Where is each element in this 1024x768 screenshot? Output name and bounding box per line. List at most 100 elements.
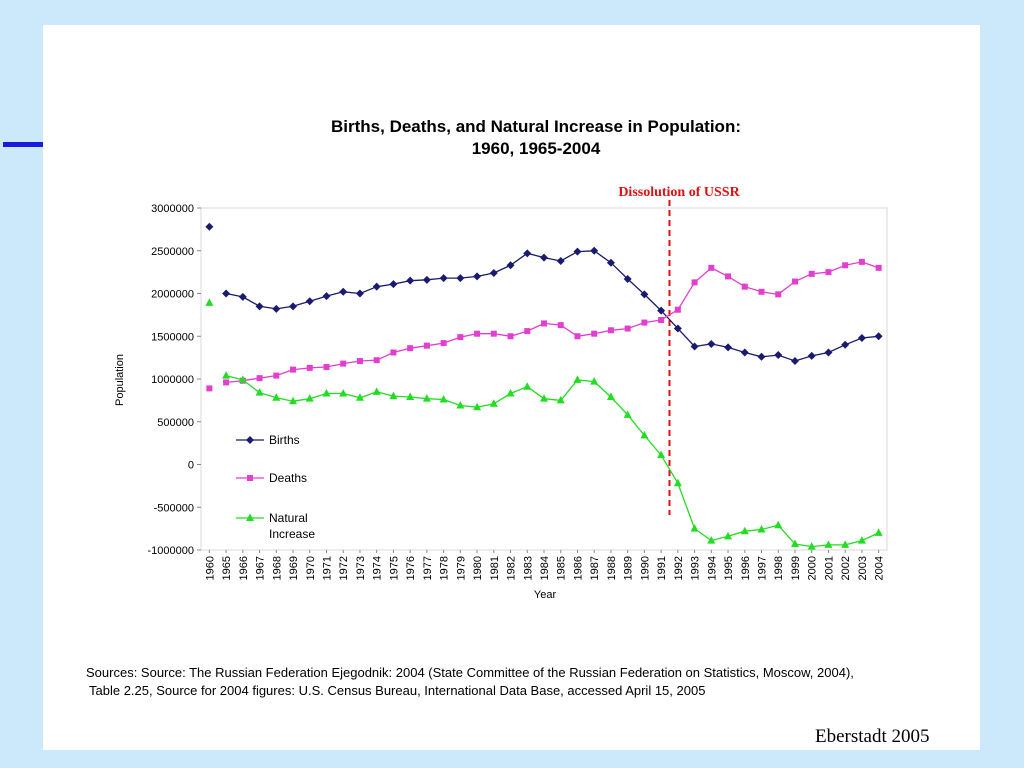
natural-increase-point <box>489 399 498 407</box>
legend-births-marker <box>246 436 254 444</box>
deaths-point <box>691 279 698 286</box>
x-tick-label: 1967 <box>255 556 267 580</box>
births-point <box>857 333 866 342</box>
deaths-point <box>457 334 464 341</box>
births-point <box>790 357 799 366</box>
x-tick-label: 1993 <box>690 556 702 580</box>
deaths-point <box>808 270 815 277</box>
x-tick-label: 1969 <box>288 556 300 580</box>
deaths-point <box>256 375 263 382</box>
legend-natural-increase-marker <box>246 513 254 521</box>
x-tick-label: 1971 <box>321 556 333 580</box>
natural-increase-point <box>339 389 348 397</box>
births-point <box>590 246 599 255</box>
x-tick-label: 1988 <box>606 556 618 580</box>
natural-increase-point <box>355 393 364 401</box>
natural-increase-point <box>673 478 682 487</box>
deaths-point <box>641 319 648 326</box>
deaths-point <box>440 340 447 347</box>
natural-increase-point <box>305 394 314 402</box>
x-tick-label: 1976 <box>405 556 417 580</box>
births-point <box>289 302 298 311</box>
accent-bar <box>3 142 43 147</box>
x-tick-label: 1972 <box>338 556 350 580</box>
annotation-label: Dissolution of USSR <box>618 185 740 200</box>
births-point <box>355 289 364 298</box>
births-point <box>473 272 482 281</box>
deaths-point <box>541 320 547 327</box>
x-tick-label: 1975 <box>388 556 400 580</box>
deaths-point <box>674 306 681 313</box>
natural-increase-point <box>473 402 482 411</box>
deaths-line <box>226 261 879 384</box>
x-tick-label: 1970 <box>305 556 317 580</box>
natural-increase-point <box>790 539 799 548</box>
deaths-point <box>407 345 414 352</box>
natural-increase-point <box>690 524 699 532</box>
deaths-point <box>490 330 497 337</box>
births-point <box>372 282 381 291</box>
natural-increase-point <box>238 375 247 383</box>
deaths-point <box>658 317 665 324</box>
x-tick-label: 1994 <box>706 556 718 580</box>
natural-increase-point <box>657 450 666 459</box>
natural-increase-point <box>573 375 582 383</box>
deaths-point <box>340 360 347 367</box>
births-point <box>322 292 331 301</box>
births-point <box>673 324 682 333</box>
deaths-point <box>791 278 798 285</box>
x-tick-label: 1987 <box>589 556 601 580</box>
x-tick-label: 1978 <box>439 556 451 580</box>
deaths-point <box>741 283 748 290</box>
natural-increase-point <box>556 395 565 404</box>
births-point <box>523 249 532 258</box>
deaths-point <box>323 364 330 371</box>
x-tick-label: 1981 <box>489 556 501 580</box>
deaths-point <box>206 385 213 392</box>
births-line <box>225 250 879 362</box>
x-tick-label: 1968 <box>271 556 283 580</box>
natural-increase-point <box>372 387 381 395</box>
natural-increase-point <box>807 542 816 550</box>
births-point <box>406 276 415 285</box>
y-axis-label: Population <box>114 354 126 406</box>
x-tick-label: 1999 <box>790 556 802 580</box>
deaths-point <box>591 330 598 337</box>
chart-title: Births, Deaths, and Natural Increase in … <box>331 117 741 136</box>
natural-increase-point <box>322 389 331 397</box>
y-tick-label: -500000 <box>154 502 194 514</box>
births-point <box>774 351 783 360</box>
deaths-point <box>842 262 849 269</box>
births-point <box>339 287 348 296</box>
x-tick-label: 2004 <box>874 556 886 580</box>
deaths-point <box>858 258 865 265</box>
births-point <box>272 304 281 313</box>
births-point <box>439 274 448 283</box>
x-tick-label: 2003 <box>857 556 869 580</box>
x-tick-label: 1984 <box>539 556 551 580</box>
births-point <box>707 339 716 348</box>
legend-deaths-label: Deaths <box>269 471 307 485</box>
births-point <box>238 292 247 301</box>
deaths-point <box>373 357 380 364</box>
natural-increase-point <box>606 392 615 400</box>
y-tick-label: 1500000 <box>151 331 194 343</box>
x-tick-label: 1990 <box>639 556 651 580</box>
births-point <box>724 343 733 352</box>
births-point <box>573 247 582 256</box>
legend-births-label: Births <box>269 433 300 447</box>
births-point <box>389 280 398 289</box>
x-tick-label: 1991 <box>656 556 668 580</box>
births-point <box>540 253 548 262</box>
births-point <box>556 257 565 266</box>
sources-note: Sources: Source: The Russian Federation … <box>86 664 966 700</box>
legend-deaths-marker <box>247 475 253 481</box>
births-point <box>456 274 465 283</box>
natural-increase-point <box>289 396 298 405</box>
deaths-point <box>607 327 614 334</box>
births-point <box>690 342 699 351</box>
natural-increase-point <box>740 526 749 535</box>
births-point <box>874 332 883 341</box>
deaths-point <box>624 325 631 332</box>
plot-area: 3000000 2500000 2000000 1500000 1000000 50000… <box>148 200 888 580</box>
